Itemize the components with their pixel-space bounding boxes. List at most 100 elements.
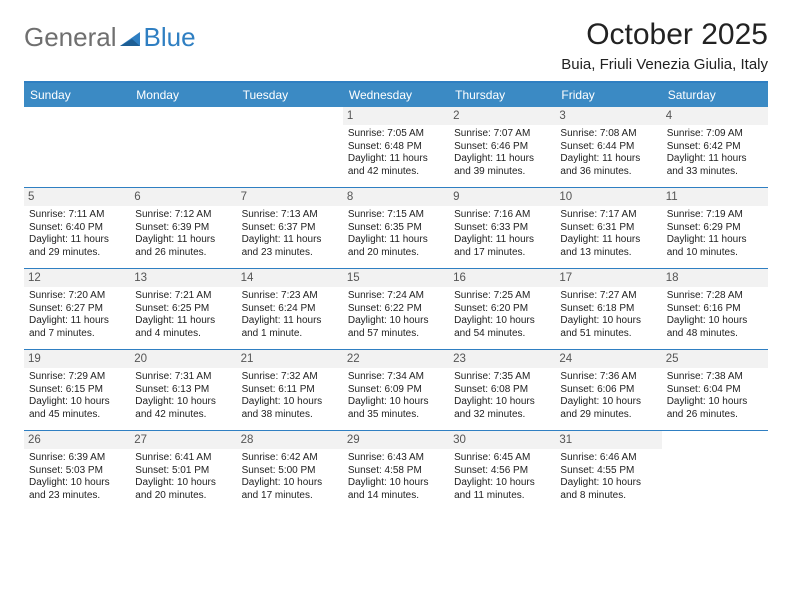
day-number: 6: [130, 188, 236, 206]
sunset-text: Sunset: 6:06 PM: [560, 384, 656, 397]
daylight-text: Daylight: 10 hours and 35 minutes.: [348, 396, 444, 421]
sunset-text: Sunset: 6:39 PM: [135, 222, 231, 235]
sunset-text: Sunset: 5:01 PM: [135, 465, 231, 478]
weekday-label: Friday: [555, 83, 661, 107]
daylight-text: Daylight: 10 hours and 20 minutes.: [135, 477, 231, 502]
calendar-day: 30Sunrise: 6:45 AMSunset: 4:56 PMDayligh…: [449, 431, 555, 511]
daylight-text: Daylight: 10 hours and 57 minutes.: [348, 315, 444, 340]
sunrise-text: Sunrise: 7:08 AM: [560, 128, 656, 141]
sunrise-text: Sunrise: 6:43 AM: [348, 452, 444, 465]
daylight-text: Daylight: 10 hours and 17 minutes.: [242, 477, 338, 502]
sunrise-text: Sunrise: 7:20 AM: [29, 290, 125, 303]
sunset-text: Sunset: 6:09 PM: [348, 384, 444, 397]
calendar-row: 26Sunrise: 6:39 AMSunset: 5:03 PMDayligh…: [24, 430, 768, 511]
daylight-text: Daylight: 10 hours and 29 minutes.: [560, 396, 656, 421]
day-number: 19: [24, 350, 130, 368]
daylight-text: Daylight: 11 hours and 42 minutes.: [348, 153, 444, 178]
daylight-text: Daylight: 11 hours and 29 minutes.: [29, 234, 125, 259]
calendar-day: 21Sunrise: 7:32 AMSunset: 6:11 PMDayligh…: [237, 350, 343, 430]
day-number: 27: [130, 431, 236, 449]
sunset-text: Sunset: 6:27 PM: [29, 303, 125, 316]
day-number: 12: [24, 269, 130, 287]
sunrise-text: Sunrise: 7:24 AM: [348, 290, 444, 303]
sunset-text: Sunset: 6:15 PM: [29, 384, 125, 397]
sunrise-text: Sunrise: 7:38 AM: [667, 371, 763, 384]
daylight-text: Daylight: 10 hours and 38 minutes.: [242, 396, 338, 421]
weekday-label: Tuesday: [237, 83, 343, 107]
sunrise-text: Sunrise: 6:46 AM: [560, 452, 656, 465]
day-number: 9: [449, 188, 555, 206]
sunrise-text: Sunrise: 7:15 AM: [348, 209, 444, 222]
day-number: 7: [237, 188, 343, 206]
sunrise-text: Sunrise: 7:36 AM: [560, 371, 656, 384]
day-number: 29: [343, 431, 449, 449]
daylight-text: Daylight: 11 hours and 23 minutes.: [242, 234, 338, 259]
sunset-text: Sunset: 6:44 PM: [560, 141, 656, 154]
sunrise-text: Sunrise: 7:05 AM: [348, 128, 444, 141]
day-number: 4: [662, 107, 768, 125]
calendar-row: 19Sunrise: 7:29 AMSunset: 6:15 PMDayligh…: [24, 349, 768, 430]
sunrise-text: Sunrise: 7:13 AM: [242, 209, 338, 222]
day-number: 23: [449, 350, 555, 368]
daylight-text: Daylight: 11 hours and 36 minutes.: [560, 153, 656, 178]
daylight-text: Daylight: 10 hours and 45 minutes.: [29, 396, 125, 421]
daylight-text: Daylight: 10 hours and 23 minutes.: [29, 477, 125, 502]
sunset-text: Sunset: 6:11 PM: [242, 384, 338, 397]
sunset-text: Sunset: 6:20 PM: [454, 303, 550, 316]
logo: General Blue: [24, 18, 196, 52]
header: General Blue October 2025 Buia, Friuli V…: [24, 18, 768, 73]
sunrise-text: Sunrise: 7:17 AM: [560, 209, 656, 222]
calendar-day: 11Sunrise: 7:19 AMSunset: 6:29 PMDayligh…: [662, 188, 768, 268]
sunset-text: Sunset: 5:00 PM: [242, 465, 338, 478]
sunset-text: Sunset: 6:35 PM: [348, 222, 444, 235]
day-number: 24: [555, 350, 661, 368]
calendar-day: 22Sunrise: 7:34 AMSunset: 6:09 PMDayligh…: [343, 350, 449, 430]
sunrise-text: Sunrise: 7:19 AM: [667, 209, 763, 222]
sunset-text: Sunset: 6:22 PM: [348, 303, 444, 316]
sunset-text: Sunset: 6:46 PM: [454, 141, 550, 154]
sunset-text: Sunset: 4:56 PM: [454, 465, 550, 478]
calendar-row: 1Sunrise: 7:05 AMSunset: 6:48 PMDaylight…: [24, 107, 768, 187]
calendar-day: 18Sunrise: 7:28 AMSunset: 6:16 PMDayligh…: [662, 269, 768, 349]
day-number: 30: [449, 431, 555, 449]
calendar-day: 1 Sunrise: 7:05 AMSunset: 6:48 PMDaylight…: [343, 107, 449, 187]
calendar-day: 16Sunrise: 7:25 AMSunset: 6:20 PMDayligh…: [449, 269, 555, 349]
calendar-day: 6Sunrise: 7:12 AMSunset: 6:39 PMDaylight…: [130, 188, 236, 268]
sunrise-text: Sunrise: 7:35 AM: [454, 371, 550, 384]
daylight-text: Daylight: 10 hours and 26 minutes.: [667, 396, 763, 421]
sunrise-text: Sunrise: 7:25 AM: [454, 290, 550, 303]
sunrise-text: Sunrise: 7:29 AM: [29, 371, 125, 384]
logo-triangle-icon: [120, 26, 142, 52]
sunrise-text: Sunrise: 7:21 AM: [135, 290, 231, 303]
sunset-text: Sunset: 6:18 PM: [560, 303, 656, 316]
sunset-text: Sunset: 6:40 PM: [29, 222, 125, 235]
sunset-text: Sunset: 6:16 PM: [667, 303, 763, 316]
calendar-day: 4Sunrise: 7:09 AMSunset: 6:42 PMDaylight…: [662, 107, 768, 187]
weekday-header: SundayMondayTuesdayWednesdayThursdayFrid…: [24, 83, 768, 107]
weekday-label: Thursday: [449, 83, 555, 107]
day-number: 5: [24, 188, 130, 206]
day-number: 1: [343, 107, 449, 125]
sunrise-text: Sunrise: 7:34 AM: [348, 371, 444, 384]
daylight-text: Daylight: 11 hours and 33 minutes.: [667, 153, 763, 178]
day-number: 10: [555, 188, 661, 206]
daylight-text: Daylight: 11 hours and 26 minutes.: [135, 234, 231, 259]
day-number: 3: [555, 107, 661, 125]
sunset-text: Sunset: 6:48 PM: [348, 141, 444, 154]
daylight-text: Daylight: 10 hours and 54 minutes.: [454, 315, 550, 340]
sunrise-text: Sunrise: 6:41 AM: [135, 452, 231, 465]
daylight-text: Daylight: 11 hours and 4 minutes.: [135, 315, 231, 340]
sunset-text: Sunset: 6:04 PM: [667, 384, 763, 397]
day-number: 25: [662, 350, 768, 368]
sunset-text: Sunset: 4:58 PM: [348, 465, 444, 478]
day-number: 31: [555, 431, 661, 449]
day-number: 13: [130, 269, 236, 287]
calendar-day: 24 Sunrise: 7:36 AMSunset: 6:06 PMDayligh…: [555, 350, 661, 430]
sunrise-text: Sunrise: 7:07 AM: [454, 128, 550, 141]
daylight-text: Daylight: 10 hours and 11 minutes.: [454, 477, 550, 502]
daylight-text: Daylight: 10 hours and 32 minutes.: [454, 396, 550, 421]
calendar-day: 9Sunrise: 7:16 AMSunset: 6:33 PMDaylight…: [449, 188, 555, 268]
day-number: 11: [662, 188, 768, 206]
calendar-day: 17Sunrise: 7:27 AMSunset: 6:18 PMDayligh…: [555, 269, 661, 349]
calendar-day: 23Sunrise: 7:35 AMSunset: 6:08 PMDayligh…: [449, 350, 555, 430]
